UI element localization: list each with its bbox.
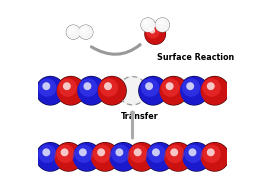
Circle shape — [166, 82, 174, 90]
Circle shape — [186, 82, 194, 90]
Circle shape — [74, 145, 93, 163]
Circle shape — [72, 142, 102, 172]
Circle shape — [148, 145, 166, 163]
Circle shape — [73, 143, 101, 171]
FancyArrowPatch shape — [91, 45, 140, 54]
Circle shape — [82, 28, 86, 32]
Circle shape — [201, 143, 229, 171]
Circle shape — [63, 82, 71, 90]
Circle shape — [38, 145, 56, 163]
Circle shape — [163, 142, 193, 172]
Circle shape — [134, 148, 142, 156]
Circle shape — [149, 28, 155, 34]
Circle shape — [36, 76, 65, 106]
Circle shape — [79, 78, 98, 97]
Circle shape — [207, 82, 215, 90]
Circle shape — [200, 142, 229, 172]
Circle shape — [127, 142, 157, 172]
Circle shape — [57, 77, 85, 105]
Circle shape — [145, 82, 153, 90]
Circle shape — [160, 77, 188, 105]
Circle shape — [79, 25, 93, 39]
Circle shape — [54, 142, 83, 172]
Circle shape — [116, 148, 123, 156]
Circle shape — [59, 78, 77, 97]
Circle shape — [207, 148, 215, 156]
Circle shape — [93, 145, 111, 163]
Circle shape — [42, 82, 50, 90]
Text: Transfer: Transfer — [121, 112, 159, 121]
Circle shape — [38, 78, 56, 97]
Circle shape — [161, 78, 180, 97]
Circle shape — [56, 76, 86, 106]
Circle shape — [170, 148, 178, 156]
Circle shape — [80, 26, 89, 35]
Circle shape — [129, 145, 148, 163]
Circle shape — [109, 143, 138, 171]
Circle shape — [139, 77, 167, 105]
Circle shape — [152, 148, 160, 156]
Circle shape — [108, 142, 138, 172]
Circle shape — [66, 25, 81, 40]
Circle shape — [100, 78, 118, 97]
Circle shape — [90, 142, 120, 172]
Text: Surface Reaction: Surface Reaction — [157, 53, 234, 62]
Circle shape — [83, 82, 91, 90]
Circle shape — [127, 143, 156, 171]
Circle shape — [91, 143, 119, 171]
Circle shape — [156, 19, 165, 28]
Polygon shape — [118, 77, 147, 105]
Circle shape — [144, 21, 148, 25]
Circle shape — [141, 18, 155, 32]
Circle shape — [182, 143, 211, 171]
Circle shape — [78, 25, 93, 40]
Circle shape — [188, 148, 196, 156]
Circle shape — [146, 143, 174, 171]
Circle shape — [155, 17, 170, 33]
Circle shape — [200, 76, 229, 106]
Circle shape — [145, 142, 175, 172]
Circle shape — [201, 77, 229, 105]
Circle shape — [140, 17, 156, 33]
Circle shape — [202, 78, 221, 97]
Circle shape — [69, 28, 73, 32]
Circle shape — [79, 148, 87, 156]
Circle shape — [97, 76, 127, 106]
Circle shape — [54, 143, 83, 171]
Circle shape — [138, 76, 168, 106]
Circle shape — [66, 25, 81, 39]
Circle shape — [111, 145, 130, 163]
Circle shape — [142, 19, 151, 28]
Circle shape — [180, 77, 208, 105]
Circle shape — [144, 23, 166, 45]
Circle shape — [179, 76, 209, 106]
Circle shape — [158, 21, 162, 25]
Circle shape — [61, 148, 69, 156]
Circle shape — [164, 143, 192, 171]
Circle shape — [202, 145, 221, 163]
Circle shape — [77, 77, 105, 105]
Circle shape — [141, 78, 159, 97]
Circle shape — [56, 145, 75, 163]
Circle shape — [42, 148, 50, 156]
Circle shape — [184, 145, 202, 163]
Circle shape — [166, 145, 184, 163]
Circle shape — [36, 143, 64, 171]
Circle shape — [146, 25, 160, 39]
Circle shape — [182, 142, 211, 172]
Circle shape — [77, 76, 106, 106]
Circle shape — [155, 18, 170, 32]
Circle shape — [159, 76, 188, 106]
Circle shape — [36, 77, 64, 105]
Circle shape — [145, 24, 166, 44]
Circle shape — [104, 82, 112, 90]
Circle shape — [67, 26, 76, 35]
Circle shape — [182, 78, 200, 97]
Circle shape — [98, 77, 126, 105]
Circle shape — [36, 142, 65, 172]
Circle shape — [97, 148, 105, 156]
